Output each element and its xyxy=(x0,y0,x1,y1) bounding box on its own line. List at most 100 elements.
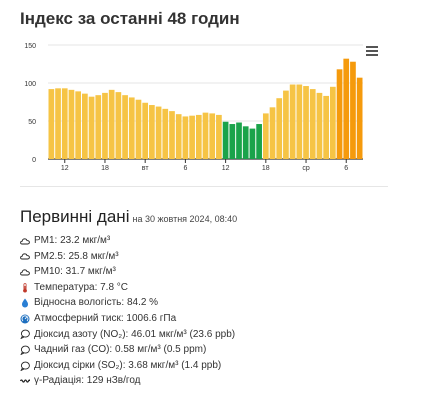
reading-row: Температура: 7.8 °C xyxy=(20,280,235,296)
x-tick-label: 12 xyxy=(222,165,230,172)
chart-bar[interactable] xyxy=(350,61,356,159)
chart-bar[interactable] xyxy=(175,114,182,159)
y-tick-label: 0 xyxy=(32,157,36,164)
reading-text: Діоксид азоту (NO₂): 46.01 мкг/м³ (23.6 … xyxy=(34,328,236,340)
x-tick-label: вт xyxy=(142,165,150,172)
x-tick-label: 18 xyxy=(101,165,109,172)
reading-row: Чадний газ (CO): 0.58 мг/м³ (0.5 ppm) xyxy=(20,342,235,358)
speech-bubble-icon xyxy=(20,361,30,371)
chart-bar[interactable] xyxy=(55,88,61,159)
chart-bar[interactable] xyxy=(269,107,276,159)
thermometer-icon xyxy=(20,282,30,293)
chart-bar[interactable] xyxy=(182,116,189,159)
reading-text: Відносна вологість: 84.2 % xyxy=(34,297,159,309)
chart-bar[interactable] xyxy=(309,89,316,159)
chart-bar[interactable] xyxy=(276,98,283,159)
chart-bar[interactable] xyxy=(262,113,269,159)
chart-bar[interactable] xyxy=(115,92,122,159)
readings-list: PM1: 23.2 мкг/м³ PM2.5: 25.8 мкг/м³ PM10: … xyxy=(20,233,235,389)
chart-bar[interactable] xyxy=(189,115,195,159)
timestamp: на 30 жовтня 2024, 08:40 xyxy=(132,214,238,224)
chart-bar[interactable] xyxy=(356,77,363,159)
chart-bar[interactable] xyxy=(142,102,149,159)
reading-row: Атмосферний тиск: 1006.6 гПа xyxy=(20,311,235,327)
chart-bar[interactable] xyxy=(61,88,68,159)
chart-bar[interactable] xyxy=(202,112,209,159)
chart-bar[interactable] xyxy=(135,99,142,159)
reading-text: γ-Радіація: 129 нЗв/год xyxy=(34,375,141,387)
speech-bubble-icon xyxy=(20,329,30,340)
chart-bar[interactable] xyxy=(209,113,216,159)
chart-bar[interactable] xyxy=(48,89,55,159)
y-tick-label: 50 xyxy=(28,119,36,126)
chart-title: Індекс за останні 48 годин xyxy=(20,9,240,28)
reading-row: γ-Радіація: 129 нЗв/год xyxy=(20,373,235,389)
chart-bar[interactable] xyxy=(303,86,309,159)
chart-bar[interactable] xyxy=(296,84,303,159)
chart-bar[interactable] xyxy=(229,124,236,159)
section-title: Первинні дані на 30 жовтня 2024, 08:40 xyxy=(20,207,237,227)
x-tick-label: 18 xyxy=(262,165,270,172)
chart-bar[interactable] xyxy=(249,128,256,159)
chart-bar[interactable] xyxy=(316,92,323,159)
reading-text: Діоксид сірки (SO₂): 3.68 мкг/м³ (1.4 pp… xyxy=(34,359,222,371)
x-tick-label: 6 xyxy=(344,165,348,172)
chart-bar[interactable] xyxy=(155,106,162,159)
reading-row: PM10: 31.7 мкг/м³ xyxy=(20,264,235,280)
reading-text: Чадний газ (CO): 0.58 мг/м³ (0.5 ppm) xyxy=(34,344,207,356)
reading-text: Температура: 7.8 °C xyxy=(34,281,129,293)
chart-bar[interactable] xyxy=(102,92,108,159)
chart-bar[interactable] xyxy=(122,95,128,159)
chart-bar[interactable] xyxy=(162,108,169,159)
menu-line xyxy=(366,46,378,48)
droplet-icon xyxy=(20,298,30,308)
chart-bar[interactable] xyxy=(329,86,336,159)
chart-bar[interactable] xyxy=(222,121,229,159)
cloud-icon xyxy=(20,251,30,261)
reading-text: PM10: 31.7 мкг/м³ xyxy=(34,266,116,278)
reading-text: PM2.5: 25.8 мкг/м³ xyxy=(34,250,119,262)
section-heading: Первинні дані xyxy=(20,207,130,226)
x-tick-label: 12 xyxy=(61,165,69,172)
reading-row: Діоксид азоту (NO₂): 46.01 мкг/м³ (23.6 … xyxy=(20,327,235,343)
chart-bar[interactable] xyxy=(256,124,262,159)
reading-row: PM2.5: 25.8 мкг/м³ xyxy=(20,249,235,265)
y-tick-label: 150 xyxy=(24,43,36,50)
chart-bar[interactable] xyxy=(242,126,249,159)
gauge-icon xyxy=(20,314,30,324)
chart-bar[interactable] xyxy=(75,91,82,159)
x-tick-label: ср xyxy=(302,165,310,172)
chart-bar[interactable] xyxy=(149,105,155,159)
reading-row: Діоксид сірки (SO₂): 3.68 мкг/м³ (1.4 pp… xyxy=(20,358,235,374)
chart-menu-button[interactable] xyxy=(366,46,378,58)
menu-line xyxy=(366,54,378,56)
chart-bar[interactable] xyxy=(88,96,95,159)
chart-bar[interactable] xyxy=(82,93,88,159)
chart-bar[interactable] xyxy=(169,111,175,159)
reading-row: PM1: 23.2 мкг/м³ xyxy=(20,233,235,249)
reading-row: Відносна вологість: 84.2 % xyxy=(20,295,235,311)
chart-bar[interactable] xyxy=(128,97,135,159)
chart-bar[interactable] xyxy=(216,114,222,159)
index-bar-chart: 0 50 100 150 12 18 вт 6 12 18 ср 6 xyxy=(24,43,363,172)
chart-bar[interactable] xyxy=(283,90,289,159)
reading-text: Атмосферний тиск: 1006.6 гПа xyxy=(34,312,177,324)
reading-text: PM1: 23.2 мкг/м³ xyxy=(34,235,111,246)
chart-bar[interactable] xyxy=(195,114,202,159)
cloud-icon xyxy=(20,267,30,277)
divider xyxy=(20,186,388,187)
radiation-wave-icon xyxy=(20,376,30,386)
chart-bar[interactable] xyxy=(336,69,343,159)
chart-bar[interactable] xyxy=(289,84,296,159)
chart-bar[interactable] xyxy=(343,58,350,159)
chart-bar[interactable] xyxy=(95,95,102,159)
cloud-icon xyxy=(20,236,30,246)
chart-bar[interactable] xyxy=(108,89,115,159)
chart-bar[interactable] xyxy=(323,95,329,159)
menu-line xyxy=(366,50,378,52)
chart-bar[interactable] xyxy=(236,122,242,159)
x-tick-label: 6 xyxy=(183,165,187,172)
speech-bubble-icon xyxy=(20,345,30,355)
y-tick-label: 100 xyxy=(24,81,36,88)
chart-bar[interactable] xyxy=(68,89,75,159)
